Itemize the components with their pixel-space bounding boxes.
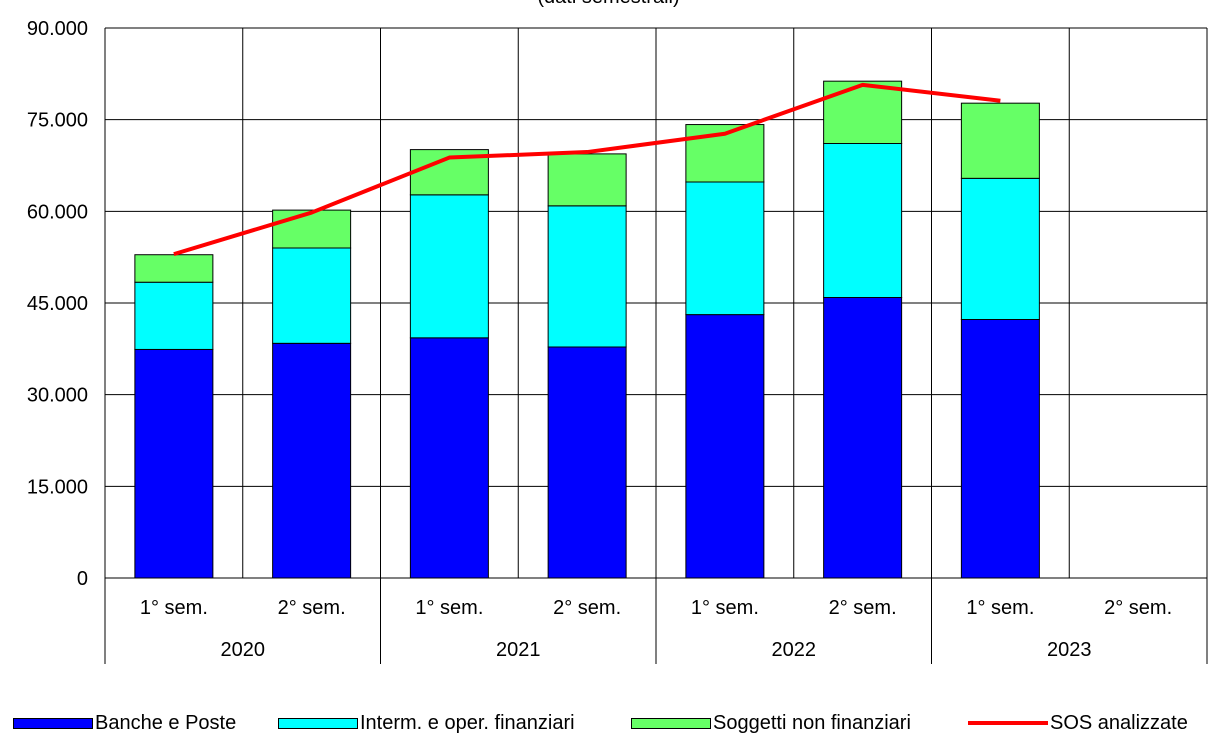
grid-lines [104, 27, 1208, 579]
stacked-bar-chart: 0 15.000 30.000 45.000 60.000 75.000 90.000 1°… [27, 18, 1208, 664]
bar-segment-1 [685, 314, 765, 579]
legend-item-interm-oper-finanziari: Interm. e oper. finanziari [278, 708, 575, 738]
bar-segment-3 [547, 153, 627, 207]
bar-segment-1 [823, 297, 903, 579]
bar-segment-3 [960, 102, 1040, 179]
y-tick-label: 15.000 [27, 476, 88, 498]
bar-segment-2 [960, 177, 1040, 320]
legend-swatch-soggetti-non-finanziari [631, 717, 711, 729]
y-tick-label: 45.000 [27, 293, 88, 315]
y-tick-label: 75.000 [27, 110, 88, 132]
y-tick-label: 60.000 [27, 201, 88, 223]
x-tick-label-year: 2022 [772, 639, 817, 661]
legend: Banche e Poste Interm. e oper. finanziar… [0, 708, 1217, 738]
bar-segment-1 [960, 319, 1040, 579]
x-tick-label-year: 2023 [1047, 639, 1092, 661]
legend-swatch-banche-e-poste [13, 717, 93, 729]
x-tick-label-period: 2° sem. [553, 597, 621, 619]
bar-segment-2 [547, 205, 627, 348]
bar-segment-2 [272, 247, 352, 344]
x-tick-label-year: 2020 [221, 639, 266, 661]
x-tick-label-period: 2° sem. [829, 597, 897, 619]
x-tick-label-period: 1° sem. [691, 597, 759, 619]
x-tick-label-period: 1° sem. [140, 597, 208, 619]
x-axis: 1° sem. 2° sem. 1° sem. 2° sem. 1° sem. 2° se… [104, 578, 1208, 664]
bar-segment-2 [134, 281, 214, 350]
y-tick-label: 0 [77, 568, 88, 590]
bar-segment-1 [409, 337, 489, 579]
legend-swatch-interm-oper-finanziari [278, 717, 358, 729]
legend-item-soggetti-non-finanziari: Soggetti non finanziari [631, 708, 911, 738]
bar-segment-1 [547, 346, 627, 579]
legend-item-banche-e-poste: Banche e Poste [13, 708, 236, 738]
bar-segment-2 [823, 143, 903, 298]
legend-label-sos-analizzate: SOS analizzate [1050, 711, 1188, 734]
x-tick-label-period: 2° sem. [1104, 597, 1172, 619]
bar-series [134, 80, 1040, 579]
x-tick-label-period: 1° sem. [966, 597, 1034, 619]
legend-label-soggetti-non-finanziari: Soggetti non finanziari [713, 711, 911, 734]
bar-segment-2 [685, 181, 765, 316]
y-tick-label: 30.000 [27, 385, 88, 407]
sos-analizzate-line [173, 82, 1001, 257]
bar-segment-1 [272, 342, 352, 579]
legend-label-interm-oper-finanziari: Interm. e oper. finanziari [360, 711, 575, 734]
bar-segment-1 [134, 348, 214, 579]
bar-segment-3 [134, 254, 214, 283]
y-tick-label: 90.000 [27, 18, 88, 40]
legend-item-sos-analizzate: SOS analizzate [968, 708, 1188, 738]
legend-swatch-sos-analizzate [968, 721, 1048, 725]
legend-label-banche-e-poste: Banche e Poste [95, 711, 237, 734]
y-axis: 0 15.000 30.000 45.000 60.000 75.000 90.000 [27, 18, 88, 590]
x-tick-label-year: 2021 [496, 639, 541, 661]
bar-segment-3 [272, 209, 352, 249]
bar-segment-3 [823, 80, 903, 144]
x-tick-label-period: 2° sem. [278, 597, 346, 619]
chart-title: (dati semestrali) [0, 0, 1217, 9]
bar-segment-2 [409, 194, 489, 339]
x-tick-label-period: 1° sem. [415, 597, 483, 619]
line-series [173, 82, 1001, 257]
